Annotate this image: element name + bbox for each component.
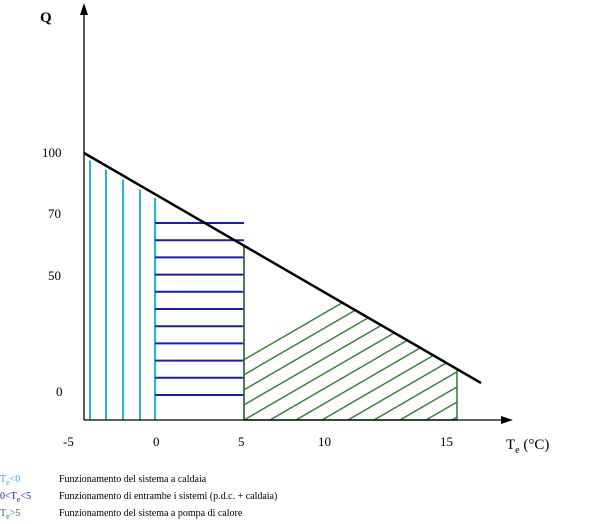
legend-row-both: 0<Te<5 Funzionamento di entrambe i siste… [0, 491, 596, 506]
y-tick-100: 100 [42, 145, 62, 160]
legend-key-boiler-sub: e [6, 478, 10, 487]
load-line [83, 151, 482, 385]
heatpump-hatch-line [504, 246, 596, 420]
heatpump-hatch-line [321, 245, 457, 420]
legend-key-both-prefix: 0<T [0, 491, 17, 502]
heatpump-hatch-line [347, 245, 457, 420]
x-axis-label-sub: e [515, 445, 520, 456]
x-tick-5: 5 [238, 434, 245, 449]
heatpump-region-outline [243, 244, 458, 421]
legend-desc-boiler: Funzionamento del sistema a caldaia [59, 474, 207, 485]
heatpump-hatch-line [478, 246, 596, 420]
legend-desc-heatpump: Funzionamento del sistema a pompa di cal… [59, 508, 243, 519]
legend-key-boiler-suffix: <0 [9, 474, 21, 485]
legend-desc-both: Funzionamento di entrambe i sistemi (p.d… [59, 491, 278, 502]
y-tick-70: 70 [48, 206, 61, 221]
x-axis-label-main: T [506, 437, 515, 453]
x-tick-15: 15 [440, 434, 453, 449]
y-axis-label: Q [40, 10, 52, 26]
legend-row-boiler: Te<0 Funzionamento del sistema a caldaia [0, 474, 596, 489]
legend-row-heatpump: Te>5 Funzionamento del sistema a pompa d… [0, 508, 596, 523]
x-axis-label-unit: (°C) [520, 437, 550, 453]
legend-key-heatpump: Te>5 [0, 508, 20, 523]
legend-key-boiler: Te<0 [0, 474, 20, 489]
x-axis-arrow [501, 416, 513, 424]
y-tick-50: 50 [48, 268, 61, 283]
legend-key-heatpump-suffix: >5 [9, 508, 21, 519]
legend-key-boiler-prefix: T [0, 474, 7, 485]
x-tick-0: 0 [153, 434, 160, 449]
heatpump-hatch-line [399, 245, 457, 420]
legend-key-both-suffix: <5 [20, 491, 31, 502]
heatpump-hatch-line [244, 245, 457, 420]
y-tick-0: 0 [56, 384, 63, 399]
x-tick-10: 10 [318, 434, 331, 449]
y-axis-arrow [80, 3, 88, 15]
heatpump-hatch-line [451, 245, 457, 420]
heatpump-hatch-line [373, 245, 457, 420]
legend-key-heatpump-sub: e [6, 512, 10, 521]
heatpump-hatch-group [244, 245, 596, 420]
legend-key-both-sub: e [16, 495, 21, 504]
legend-key-heatpump-prefix: T [0, 508, 7, 519]
legend-key-both: 0<Te<5 [0, 491, 31, 506]
heatpump-hatch-line [425, 245, 457, 420]
heatpump-hatch-line [556, 246, 596, 420]
x-tick-minus5: -5 [63, 434, 74, 449]
x-axis-label: Te (°C) [506, 437, 549, 456]
heatpump-hatch-line [582, 246, 596, 420]
heatpump-hatch-line [530, 246, 596, 420]
